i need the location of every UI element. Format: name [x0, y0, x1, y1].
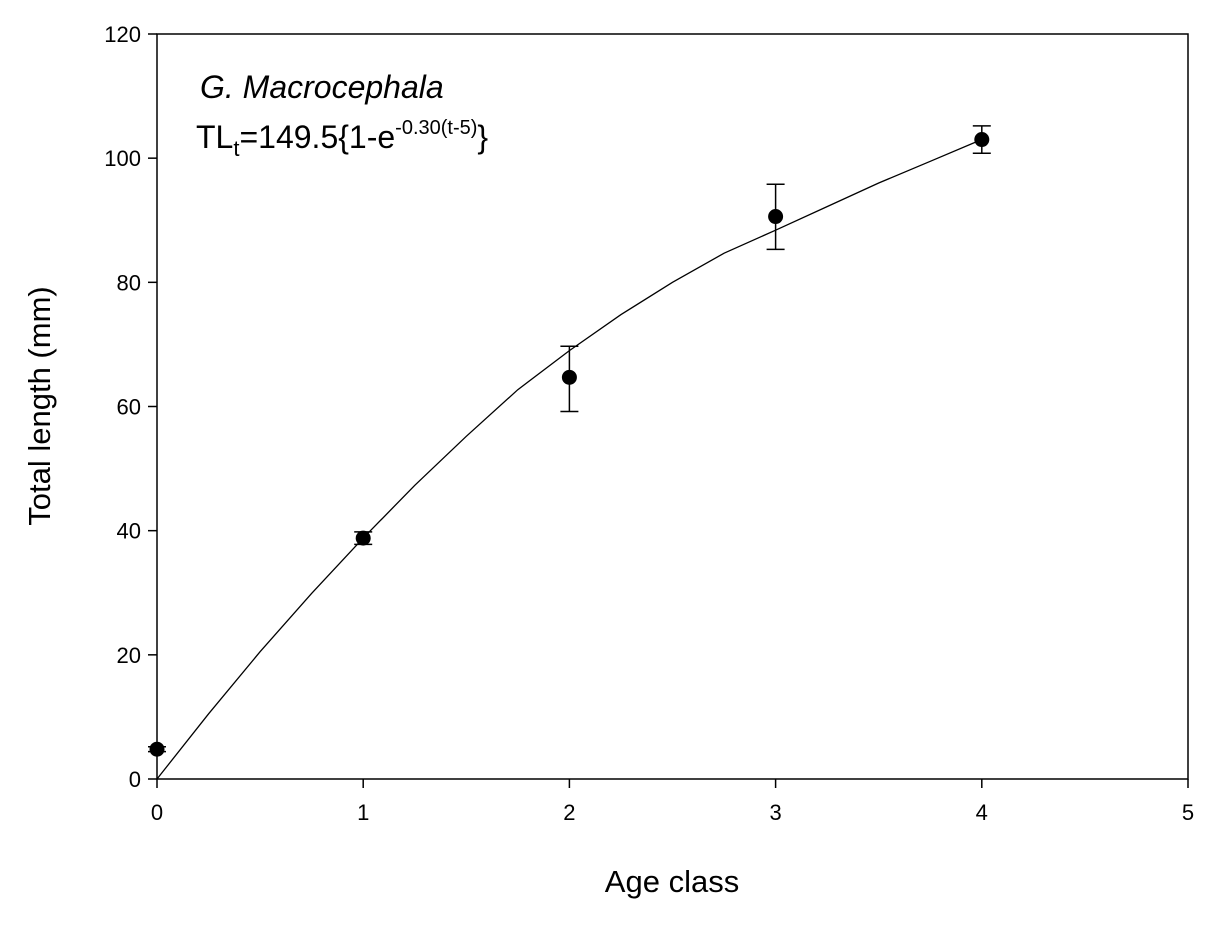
y-tick-label: 60	[117, 395, 141, 420]
data-point	[974, 132, 990, 148]
data-point	[768, 209, 784, 225]
data-points	[148, 125, 991, 757]
x-tick-label: 4	[976, 800, 988, 825]
y-tick-label: 0	[129, 767, 141, 792]
equation-end: }	[477, 119, 488, 155]
equation-superscript: -0.30(t-5)	[395, 117, 477, 139]
data-point	[355, 530, 371, 546]
y-axis-title: Total length (mm)	[22, 286, 57, 525]
y-tick-label: 40	[117, 519, 141, 544]
data-point	[149, 741, 165, 757]
equation-subscript: t	[233, 136, 239, 161]
x-tick-label: 3	[769, 800, 781, 825]
y-tick-label: 100	[104, 146, 141, 171]
y-axis-ticks: 0 20 40 60 80 100 120	[104, 22, 157, 792]
x-tick-label: 1	[357, 800, 369, 825]
x-tick-label: 2	[563, 800, 575, 825]
y-tick-label: 80	[117, 270, 141, 295]
y-tick-label: 20	[117, 643, 141, 668]
equation-main: TL	[196, 119, 233, 155]
data-point	[561, 369, 577, 385]
y-tick-label: 120	[104, 22, 141, 47]
fit-curve	[156, 138, 983, 780]
x-tick-label: 0	[151, 800, 163, 825]
equation-middle: =149.5{1-e	[239, 119, 395, 155]
x-axis-title: Age class	[605, 864, 739, 899]
growth-equation: TLt=149.5{1-e-0.30(t-5)}	[196, 117, 488, 161]
x-axis-ticks: 0 1 2 3 4 5	[151, 779, 1194, 825]
species-label: G. Macrocephala	[200, 69, 444, 105]
x-tick-label: 5	[1182, 800, 1194, 825]
